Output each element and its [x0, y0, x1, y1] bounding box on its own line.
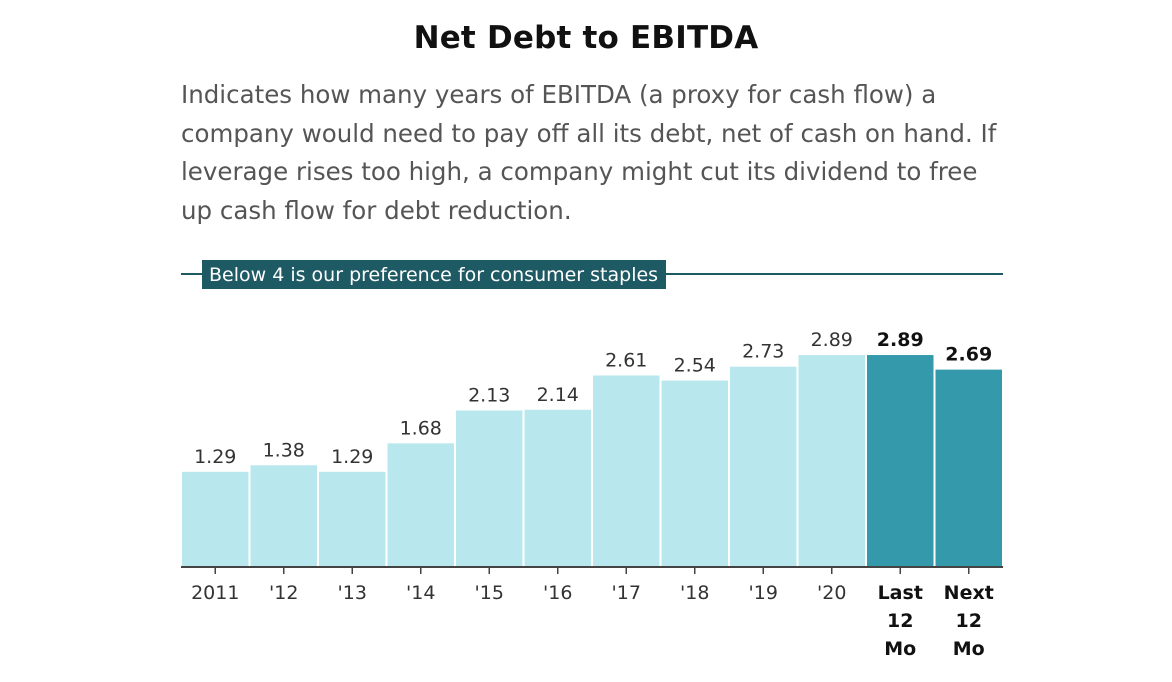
bar: [524, 409, 591, 566]
data-label: 1.68: [400, 417, 442, 439]
bar: [387, 443, 454, 566]
bar: [730, 366, 797, 566]
data-label: 2.14: [537, 384, 579, 406]
data-label: 1.29: [331, 446, 373, 468]
bar: [182, 471, 249, 566]
bar: [798, 355, 865, 566]
chart-description: Indicates how many years of EBITDA (a pr…: [181, 80, 997, 225]
chart-title: Net Debt to EBITDA: [413, 20, 759, 56]
bar: [593, 375, 660, 566]
data-label: 2.13: [468, 385, 510, 407]
x-tick-label: '17: [612, 582, 641, 604]
x-tick-label: Next 12 Mo: [944, 582, 994, 660]
data-label: 2.89: [877, 329, 924, 351]
x-tick-label: '18: [680, 582, 709, 604]
x-tick-label: '16: [543, 582, 572, 604]
reference-label: Below 4 is our preference for consumer s…: [209, 264, 658, 286]
x-tick-label: '19: [749, 582, 778, 604]
data-label: 1.38: [263, 439, 305, 461]
x-tick-label: Last 12 Mo: [878, 582, 923, 660]
x-tick-label: '13: [338, 582, 367, 604]
x-tick-label: '12: [269, 582, 298, 604]
data-label: 2.69: [945, 344, 992, 366]
data-label: 2.73: [742, 341, 784, 363]
data-label: 1.29: [194, 446, 236, 468]
bar: [456, 410, 523, 566]
x-tick-label: '15: [475, 582, 504, 604]
data-label: 2.61: [605, 349, 647, 371]
x-axis: 2011 '12 '13 '14 '15 '16 '17 '18 '19 '20 Last 12 Mo N…: [181, 566, 1003, 660]
bar: [250, 465, 317, 566]
bars-group: 1.29 1.38 1.29 1.68 2.13 2.14 2.61 2.54 2.73 2.89…: [182, 329, 1002, 566]
data-label: 2.89: [811, 329, 853, 351]
x-tick-label: '20: [817, 582, 846, 604]
bar: [867, 355, 934, 566]
data-label: 2.54: [674, 355, 716, 377]
x-tick-label: 2011: [191, 582, 239, 604]
bar: [935, 369, 1002, 566]
bar: [319, 471, 386, 566]
bar: [661, 380, 728, 566]
x-tick-label: '14: [406, 582, 435, 604]
reference-line-group: Below 4 is our preference for consumer s…: [181, 260, 1003, 289]
reference-label-box: [202, 260, 666, 289]
